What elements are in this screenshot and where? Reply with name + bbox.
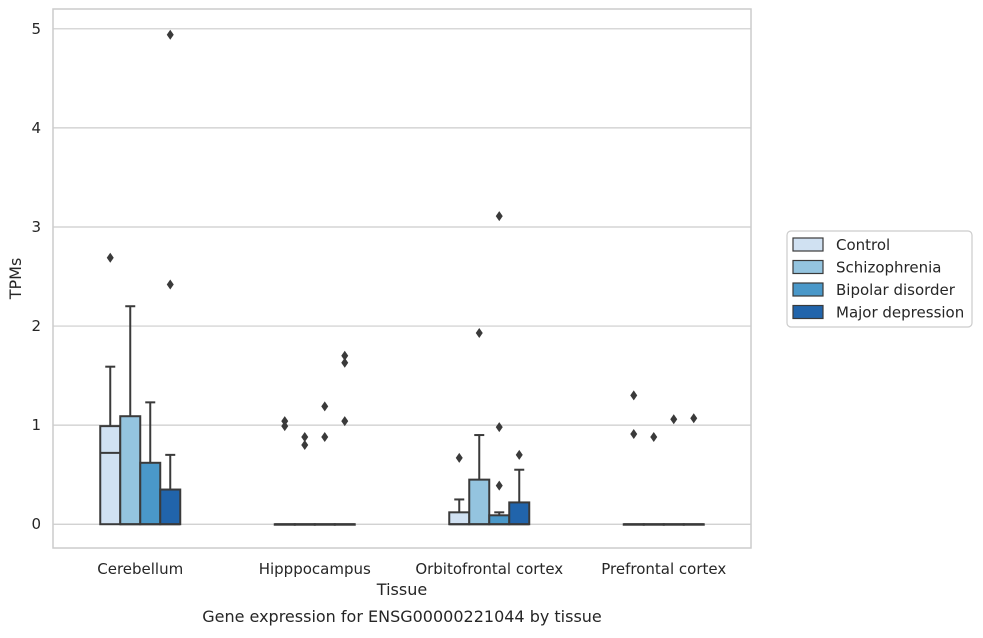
legend-swatch xyxy=(792,259,824,275)
box-group xyxy=(333,350,356,526)
legend-label: Major depression xyxy=(836,304,964,322)
box-group xyxy=(313,401,336,526)
outlier-point xyxy=(495,211,503,222)
box-group xyxy=(448,452,471,526)
box-group xyxy=(508,449,531,526)
box-group xyxy=(642,432,665,526)
legend-frame xyxy=(786,230,973,328)
box xyxy=(159,488,182,526)
y-tick-label: 2 xyxy=(31,317,41,335)
outlier-point xyxy=(630,390,638,401)
x-tick-label: Cerebellum xyxy=(97,560,183,578)
box xyxy=(468,478,491,526)
box-group xyxy=(468,327,491,526)
plot-frame xyxy=(52,8,752,549)
outlier-point xyxy=(341,350,349,361)
box-group xyxy=(622,390,645,526)
box-group xyxy=(139,401,162,526)
outlier-point xyxy=(495,480,503,491)
outlier-point xyxy=(515,449,523,460)
legend-swatch xyxy=(792,282,824,297)
x-tick-label: Orbitofrontal cortex xyxy=(415,560,563,578)
box-group xyxy=(662,414,685,526)
box xyxy=(508,501,531,526)
box-group xyxy=(293,432,316,526)
x-tick-label: Prefrontal cortex xyxy=(601,560,726,578)
legend-label: Schizophrenia xyxy=(836,259,941,277)
y-tick-label: 1 xyxy=(31,416,41,434)
y-tick-label: 5 xyxy=(31,20,41,38)
legend: Control Schizophrenia Bipolar disorder Majo… xyxy=(786,230,973,328)
axis-layer: TPMs Tissue Gene expression for ENSG0000… xyxy=(6,258,602,626)
outlier-point xyxy=(495,422,503,433)
outlier-point xyxy=(455,452,463,463)
outlier-point xyxy=(301,439,309,450)
y-tick-label: 0 xyxy=(31,515,41,533)
box-group xyxy=(682,413,705,526)
outlier-point xyxy=(301,432,309,443)
outlier-point xyxy=(166,279,174,290)
legend-swatch xyxy=(792,237,824,252)
grid-layer: 0 1 2 3 4 5 Cerebellum Hipppocampus Orbitofronta… xyxy=(31,20,751,578)
outlier-point xyxy=(670,414,678,425)
legend-label: Control xyxy=(836,236,890,254)
outlier-point xyxy=(690,413,698,424)
plot-frame-layer xyxy=(52,8,752,549)
y-tick-label: 4 xyxy=(31,119,41,137)
box-group xyxy=(99,252,122,526)
outlier-point xyxy=(166,29,174,40)
box-group xyxy=(273,416,296,526)
box xyxy=(448,511,471,526)
outlier-point xyxy=(475,327,483,338)
chart-caption: Gene expression for ENSG00000221044 by t… xyxy=(202,607,602,626)
boxes-layer xyxy=(99,29,705,526)
outlier-point xyxy=(341,416,349,427)
outlier-point xyxy=(341,357,349,368)
outlier-point xyxy=(321,401,329,412)
legend-label: Bipolar disorder xyxy=(836,281,956,299)
outlier-point xyxy=(630,429,638,440)
box xyxy=(99,425,122,526)
box xyxy=(119,415,142,526)
outlier-point xyxy=(321,432,329,443)
x-tick-label: Hipppocampus xyxy=(259,560,371,578)
outlier-point xyxy=(650,432,658,443)
outlier-point xyxy=(281,416,289,427)
legend-swatch xyxy=(792,304,824,320)
box-group xyxy=(488,211,511,526)
box-group xyxy=(119,305,142,526)
outlier-point xyxy=(106,252,114,263)
box xyxy=(139,461,162,526)
y-axis-title: TPMs xyxy=(6,258,25,301)
y-tick-label: 3 xyxy=(31,218,41,236)
x-axis-title: Tissue xyxy=(376,580,427,599)
box-group xyxy=(159,29,182,526)
box xyxy=(488,514,511,526)
